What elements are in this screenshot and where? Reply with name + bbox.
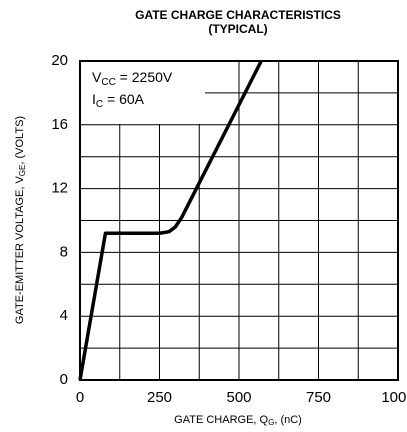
annotation-text: = 2250V (116, 69, 173, 85)
axis-label-text: GATE CHARGE, Q (174, 414, 268, 426)
y-tick-label: 8 (60, 243, 68, 260)
x-axis-label: GATE CHARGE, QG, (nC) (174, 414, 302, 427)
annotation: IC = 60A (92, 91, 145, 110)
x-tick-label: 0 (76, 389, 84, 406)
x-tick-label: 500 (226, 389, 251, 406)
annotation-sub: C (96, 99, 103, 110)
annotation: VCC = 2250V (92, 69, 173, 88)
annotation-text: V (92, 69, 102, 85)
y-axis-label: GATE-EMITTER VOLTAGE, VGE, (VOLTS) (14, 116, 27, 324)
y-tick-label: 12 (51, 180, 68, 197)
annotation-text: I (92, 91, 96, 107)
x-tick-label: 750 (306, 389, 331, 406)
y-tick-label: 16 (51, 116, 68, 133)
axis-label-text: , (VOLTS) (14, 116, 26, 165)
chart-title: (TYPICAL) (208, 22, 267, 36)
x-tick-label: 250 (147, 389, 172, 406)
data-line (78, 60, 263, 381)
annotation-text: = 60A (103, 91, 145, 107)
plot-frame (79, 60, 399, 381)
y-tick-label: 0 (60, 371, 68, 388)
axis-label-text: , (nC) (274, 414, 302, 426)
axis-label-text: GATE-EMITTER VOLTAGE, V (14, 176, 26, 325)
y-tick-label: 20 (51, 52, 68, 69)
annotation-sub: CC (101, 77, 115, 88)
y-tick-label: 4 (60, 307, 68, 324)
axis-label-sub: GE (18, 165, 27, 177)
chart-title: GATE CHARGE CHARACTERISTICS (135, 8, 341, 22)
annotation-box (81, 62, 205, 124)
axis-label-sub: G (268, 418, 274, 427)
